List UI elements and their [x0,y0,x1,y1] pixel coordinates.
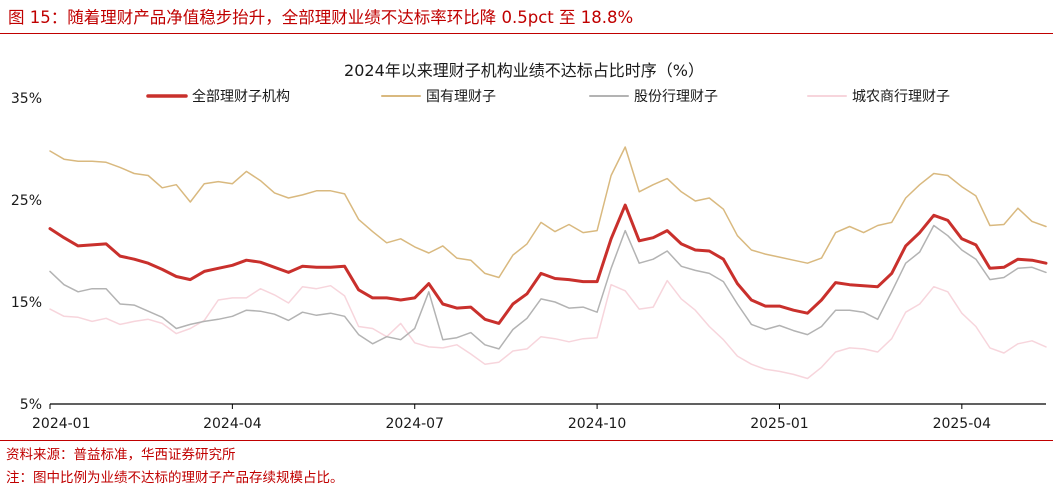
x-tick-label: 2024-04 [203,416,262,432]
title-rule [0,33,1053,34]
legend-label: 城农商行理财子 [852,89,950,105]
x-tick-label: 2024-10 [568,416,627,432]
series-line-1 [49,146,1047,279]
legend-label: 全部理财子机构 [192,88,290,105]
chart-title: 2024年以来理财子机构业绩不达标占比时序（%） [344,61,704,80]
x-tick-label: 2024-07 [385,416,444,432]
series-line-0 [48,203,1048,325]
line-chart: 2024年以来理财子机构业绩不达标占比时序（%） 全部理财子机构 国有理财子 股份行… [11,61,1048,432]
legend-label: 股份行理财子 [634,89,718,105]
series-line-2 [49,224,1047,350]
legend-label: 国有理财子 [426,89,496,105]
series-line-3 [49,279,1047,380]
y-tick-label: 5% [20,397,42,413]
x-tick-label: 2024-01 [32,416,91,432]
footer-rule [0,440,1053,441]
figure-title: 图 15：随着理财产品净值稳步抬升，全部理财业绩不达标率环比降 0.5pct 至… [8,8,634,27]
series-layer [48,146,1048,380]
y-tick-label: 15% [11,295,42,311]
x-tick-label: 2025-04 [933,416,992,432]
axes-layer: 5% 15% 25% 35% 2024-01 2024-04 2024-07 2024-10 2… [11,91,1046,432]
y-tick-label: 25% [11,193,42,209]
y-tick-label: 35% [11,91,42,107]
footnote: 注：图中比例为业绩不达标的理财子产品存续规模占比。 [6,470,344,486]
legend: 全部理财子机构 国有理财子 股份行理财子 城农商行理财子 [146,88,950,105]
source-note: 资料来源：普益标准，华西证券研究所 [6,447,236,463]
x-tick-label: 2025-01 [750,416,809,432]
